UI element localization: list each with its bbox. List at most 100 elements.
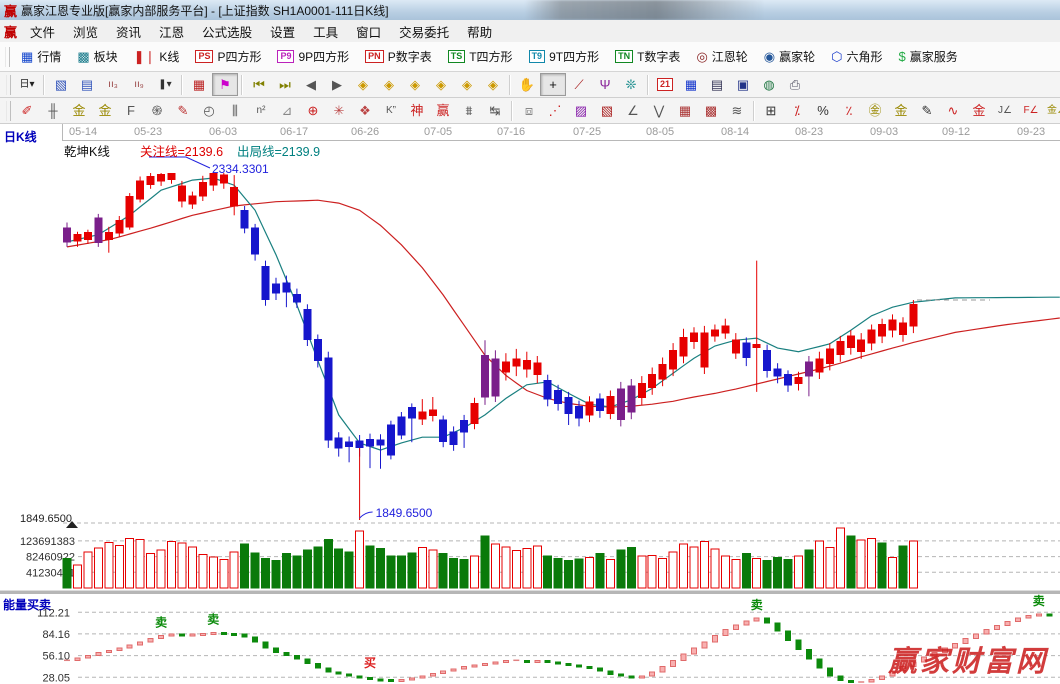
box-resize-button[interactable]: ⧈	[524, 103, 534, 118]
toolbar-button-hexagon[interactable]: ⬡ 六角形	[823, 44, 890, 69]
gann-grid-button[interactable]: ▦	[192, 77, 206, 92]
rays-box-purple-button[interactable]: ▨	[574, 103, 588, 118]
ruler-123-button[interactable]: ⩩	[465, 103, 473, 118]
calendar-21-button[interactable]: 21	[652, 73, 678, 96]
menu-item-8[interactable]: 窗口	[356, 25, 382, 40]
energy-candle	[994, 625, 1000, 630]
chart-area[interactable]: 123691383 82460922 41230461 112.21 84.16 56.1…	[0, 124, 1060, 684]
clock-ruler-button[interactable]: ◴	[203, 103, 215, 118]
zoom-chart-button[interactable]: ▧	[54, 77, 68, 92]
n-squared-button[interactable]: n²	[256, 105, 266, 116]
shen-ruler-button[interactable]: 神	[410, 103, 424, 118]
gold-line-button[interactable]: 金	[894, 103, 908, 118]
gold-underline-button[interactable]: 金	[972, 103, 986, 118]
rays-box-red-button[interactable]: ▧	[600, 103, 614, 118]
diamond-v-expand-button[interactable]: ◈	[462, 77, 472, 92]
menu-item-7[interactable]: 工具	[313, 25, 339, 40]
toolbar-button-gann-wheel[interactable]: ◎ 江恩轮	[688, 44, 755, 69]
hand-tool-button[interactable]: ✋	[518, 77, 536, 92]
color-flag-button[interactable]: ⚑	[212, 73, 238, 96]
web-box-button[interactable]: ❖	[359, 103, 371, 118]
menu-item-5[interactable]: 公式选股	[202, 25, 253, 40]
period-dropdown-button[interactable]: 日▾	[19, 79, 35, 90]
gold-angle-button[interactable]: 金∠	[1047, 105, 1060, 116]
k-quote-button[interactable]: K”	[386, 105, 396, 116]
diamond-expand-all-button[interactable]: ◈	[488, 77, 498, 92]
percent-line-button[interactable]: ٪	[845, 103, 853, 118]
menu-item-9[interactable]: 交易委托	[399, 25, 450, 40]
star-web-button[interactable]: ✳	[333, 103, 345, 118]
notes-button[interactable]: ▤	[710, 77, 724, 92]
calculator-button[interactable]: ▦	[684, 77, 698, 92]
toolbar-button-p-number-table[interactable]: PN P数字表	[357, 44, 440, 69]
candle-body	[501, 361, 510, 373]
web-export-button[interactable]: ◍	[763, 77, 775, 92]
menu-item-3[interactable]: 资讯	[116, 25, 142, 40]
bars-3-button[interactable]: ıı₃	[108, 79, 118, 90]
j-angle-button[interactable]: J∠	[998, 105, 1012, 116]
toolbar-button-winner-wheel[interactable]: ◉ 赢家轮	[756, 44, 823, 69]
scale-steps-button[interactable]: ⊞	[765, 103, 777, 118]
trident-tool-button[interactable]: Ψ	[599, 77, 611, 92]
toolbar-button-t-square[interactable]: TS T四方形	[440, 44, 521, 69]
menu-item-10[interactable]: 帮助	[467, 25, 493, 40]
date-label: 05-14	[69, 126, 98, 138]
wave-aa-button[interactable]: ∿	[947, 103, 959, 118]
bars-9-button[interactable]: ıı₉	[134, 79, 144, 90]
toolbar-button-winner-service[interactable]: $ 赢家服务	[891, 44, 966, 69]
pane-separator[interactable]	[0, 590, 1060, 594]
fib-percent-button[interactable]: ⁒	[794, 103, 800, 118]
angle-lines-button[interactable]: ∠	[627, 103, 639, 118]
nav-next-button[interactable]: ▶	[332, 77, 342, 92]
title-bar[interactable]: 赢 赢家江恩专业版[赢家内部服务平台] - [上证指数 SH1A0001-111…	[0, 0, 1060, 21]
toolbar-button-9t-square[interactable]: T9 9T四方形	[521, 44, 608, 69]
target-circle-button[interactable]: ⊕	[307, 103, 319, 118]
ruler-grid-button[interactable]: ╫	[48, 103, 58, 118]
f-angle-button[interactable]: F∠	[1023, 105, 1039, 116]
diamond-contract-button[interactable]: ◈	[436, 77, 446, 92]
percent-button[interactable]: %	[817, 103, 829, 118]
chart-canvas[interactable]: 1236913838246092241230461112.2184.1656.1…	[0, 124, 1060, 684]
spiral-button[interactable]: ֍	[151, 103, 163, 118]
energy-candle	[325, 667, 332, 673]
menu-item-6[interactable]: 设置	[270, 25, 296, 40]
nav-prev-button[interactable]: ◀	[306, 77, 316, 92]
rays-red-button[interactable]: ⋰	[548, 103, 562, 118]
toolbar-button-t-number-table[interactable]: TN T数字表	[607, 44, 688, 69]
gold-gate-2-button[interactable]: 金	[98, 103, 112, 118]
brush-red-button[interactable]: ✐	[21, 103, 33, 118]
gold-circle-button[interactable]: ㊎	[868, 103, 882, 118]
span-arrows-button[interactable]: ↹	[489, 103, 501, 118]
dense-ruler-button[interactable]: ⫼	[232, 103, 238, 118]
pattern-tool-button[interactable]: ❊	[625, 77, 637, 92]
toolbar-button-9p-square[interactable]: P9 9P四方形	[269, 44, 357, 69]
v-lines-button[interactable]: ⋁	[653, 103, 665, 118]
toolbar-button-sectors[interactable]: ▩ 板块	[69, 44, 125, 69]
nav-first-button[interactable]: ⏮	[253, 77, 265, 92]
menu-item-4[interactable]: 江恩	[159, 25, 185, 40]
gold-gate-1-button[interactable]: 金	[72, 103, 86, 118]
lines-3-button[interactable]: ≋	[731, 103, 743, 118]
diamond-right-button[interactable]: ◈	[384, 77, 394, 92]
diamond-h-expand-button[interactable]: ◈	[410, 77, 420, 92]
grid-red-button[interactable]: ▦	[678, 103, 692, 118]
printer-button[interactable]: ⎙	[789, 77, 801, 92]
grid-box-button[interactable]: ▩	[704, 103, 718, 118]
save-disk-button[interactable]: ▣	[736, 77, 750, 92]
toolbar-button-p-square[interactable]: PS P四方形	[187, 44, 269, 69]
flag-angle-button[interactable]: ⊿	[281, 103, 293, 118]
toolbar-button-kline[interactable]: ❚❘ K线	[126, 44, 188, 69]
toolbar-button-quotes[interactable]: ▦ 行情	[13, 44, 69, 69]
crosshair-tool-button[interactable]: +	[540, 73, 566, 96]
angle-pen-button[interactable]: ⟋	[574, 77, 584, 92]
candle-style-dropdown-button[interactable]: ❚▾	[158, 79, 172, 90]
menu-item-2[interactable]: 浏览	[73, 25, 99, 40]
menu-item-1[interactable]: 文件	[30, 25, 56, 40]
ying-ruler-button[interactable]: 赢	[436, 103, 450, 118]
marker-pen-button[interactable]: ✎	[921, 103, 933, 118]
f-gate-button[interactable]: F	[127, 103, 135, 118]
diamond-left-button[interactable]: ◈	[358, 77, 368, 92]
info-panel-button[interactable]: ▤	[80, 77, 94, 92]
nav-last-button[interactable]: ⏭	[279, 77, 291, 92]
pen-ruler-button[interactable]: ✎	[177, 103, 189, 118]
